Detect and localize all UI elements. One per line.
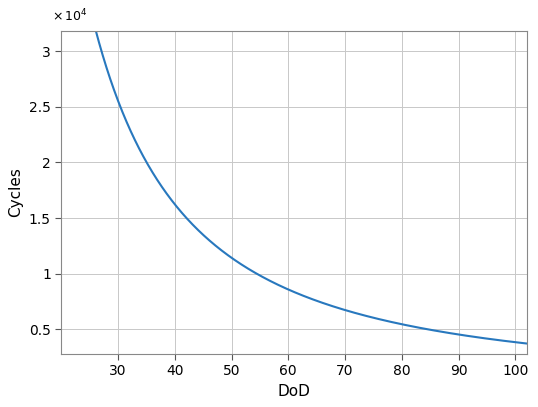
X-axis label: DoD: DoD: [278, 384, 310, 399]
Text: $\times\,10^{4}$: $\times\,10^{4}$: [52, 8, 88, 25]
Y-axis label: Cycles: Cycles: [8, 168, 23, 217]
